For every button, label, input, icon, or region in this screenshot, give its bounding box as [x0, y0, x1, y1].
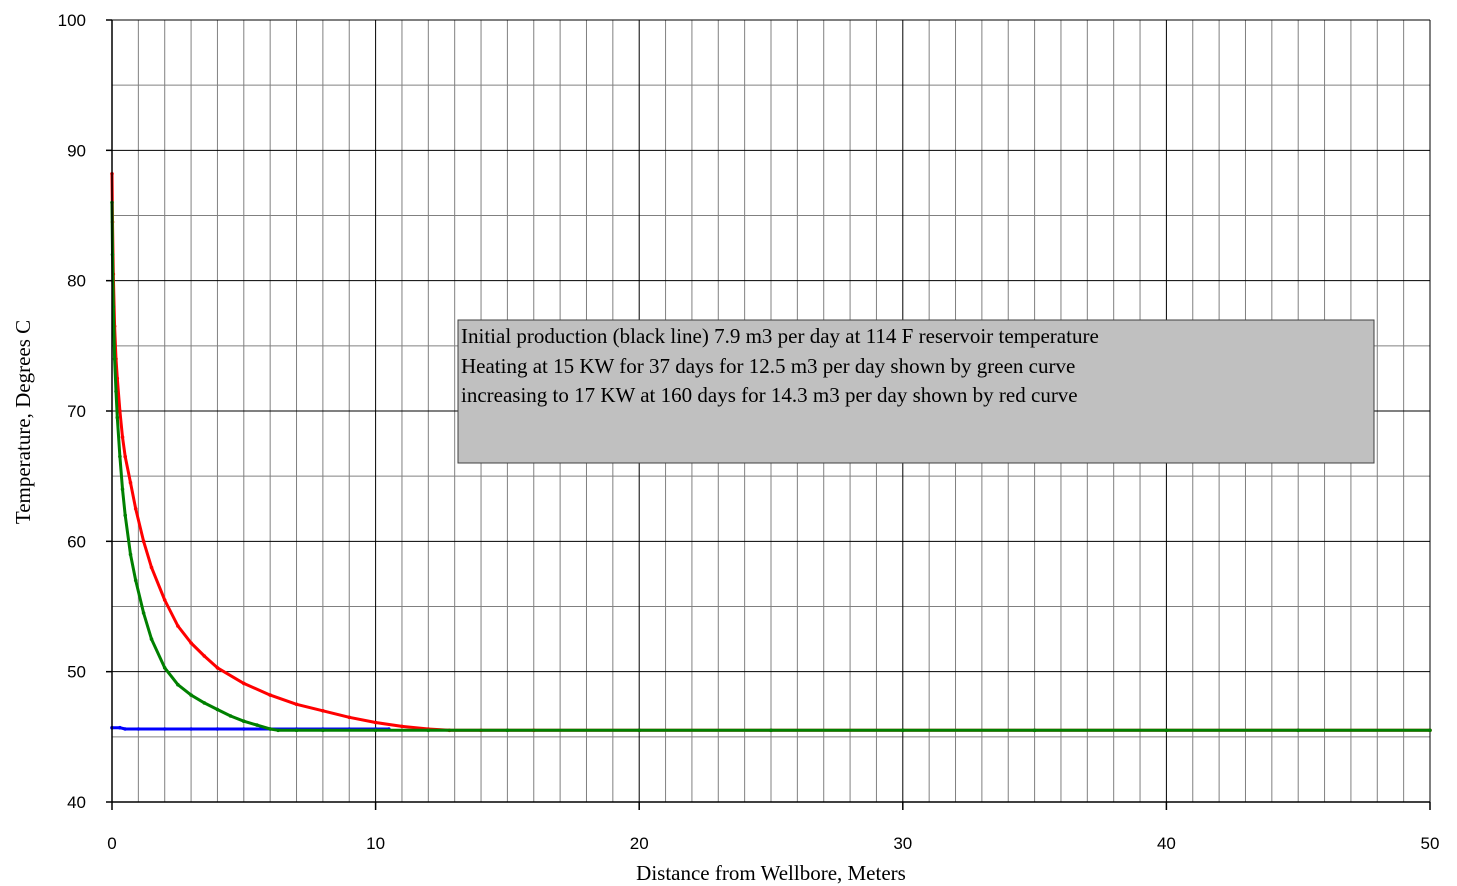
series-layer: [110, 172, 1432, 733]
data-point: [1428, 728, 1432, 733]
y-tick-label: 70: [67, 402, 86, 421]
data-point: [176, 624, 180, 628]
x-tick-label: 20: [630, 834, 649, 853]
data-point: [162, 598, 167, 602]
x-tick-label: 0: [107, 834, 116, 853]
data-point: [347, 715, 352, 720]
data-point: [242, 719, 246, 723]
data-point: [1032, 728, 1037, 733]
data-point: [400, 724, 404, 729]
data-point: [321, 709, 325, 713]
axes: [106, 19, 1431, 810]
data-point: [115, 415, 120, 420]
data-point: [1164, 728, 1169, 733]
data-point: [276, 728, 280, 733]
y-axis-label: Temperature, Degrees C: [11, 320, 35, 524]
data-point: [118, 409, 122, 413]
data-point: [120, 487, 125, 492]
data-point: [149, 637, 154, 641]
data-point: [321, 728, 325, 733]
data-point: [176, 682, 180, 687]
x-tick-label: 40: [1157, 834, 1176, 853]
data-point: [123, 454, 127, 459]
data-point: [268, 693, 273, 697]
data-point: [128, 552, 133, 557]
y-tick-label: 80: [67, 272, 86, 291]
data-point: [162, 727, 167, 731]
data-point: [189, 727, 193, 731]
data-point: [120, 435, 125, 439]
y-tick-label: 100: [58, 11, 86, 30]
data-point: [133, 507, 138, 511]
data-point: [637, 728, 641, 733]
annotation-line-3: increasing to 17 KW at 160 days for 14.3…: [461, 383, 1078, 407]
data-point: [162, 666, 167, 670]
data-point: [901, 728, 905, 733]
data-point: [141, 611, 146, 615]
data-point: [215, 707, 220, 712]
data-point: [215, 727, 220, 731]
x-tick-label: 50: [1421, 834, 1440, 853]
x-tick-label: 30: [893, 834, 912, 853]
annotation-line-2: Heating at 15 KW for 37 days for 12.5 m3…: [461, 354, 1075, 378]
data-point: [202, 654, 207, 658]
data-point: [242, 681, 246, 686]
data-point: [136, 727, 141, 731]
data-point: [123, 513, 127, 518]
tick-labels: 40 50 60 70 80 90 100 0 10 20 30 40 50: [58, 11, 1440, 853]
y-tick-label: 60: [67, 532, 86, 551]
data-point: [133, 578, 138, 583]
data-point: [118, 454, 122, 459]
data-point: [128, 480, 133, 485]
data-point: [242, 727, 246, 731]
x-tick-label: 10: [366, 834, 385, 853]
data-point: [268, 727, 273, 731]
data-point: [373, 728, 378, 733]
y-tick-label: 50: [67, 663, 86, 682]
data-point: [189, 693, 193, 697]
data-point: [112, 357, 117, 361]
data-point: [141, 539, 146, 544]
data-point: [118, 725, 122, 730]
data-point: [149, 565, 154, 570]
data-point: [123, 727, 127, 731]
data-point: [215, 666, 220, 670]
data-point: [373, 720, 378, 725]
y-tick-label: 40: [67, 793, 86, 812]
data-point: [426, 728, 431, 733]
data-point: [202, 701, 207, 705]
y-tick-label: 90: [67, 141, 86, 160]
data-point: [189, 641, 193, 645]
data-point: [294, 702, 299, 707]
annotation-background: [457, 319, 1375, 464]
data-point: [255, 723, 259, 727]
data-point: [1296, 728, 1300, 733]
data-point: [114, 389, 118, 394]
data-point: [294, 728, 299, 733]
annotation-line-1: Initial production (black line) 7.9 m3 p…: [461, 324, 1099, 348]
x-axis-label: Distance from Wellbore, Meters: [636, 861, 906, 885]
data-point: [228, 714, 233, 718]
data-point: [505, 728, 510, 733]
data-point: [769, 728, 773, 733]
annotation-box: Initial production (black line) 7.9 m3 p…: [457, 319, 1375, 464]
